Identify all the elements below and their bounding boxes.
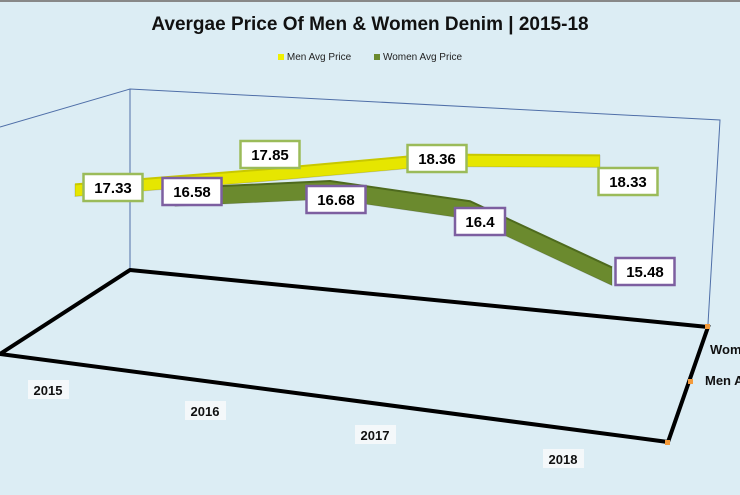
depth-tick <box>665 440 670 445</box>
data-label-box <box>597 166 659 197</box>
x-tick-label: 2016 <box>191 404 220 419</box>
data-label-box <box>614 256 676 287</box>
depth-axis-label: Wom <box>710 342 740 357</box>
x-tick-bg <box>185 401 226 420</box>
legend-item-men: Men Avg Price <box>277 52 352 63</box>
data-label: 16.58 <box>173 184 211 201</box>
depth-tick <box>688 379 693 384</box>
chart-title: Avergae Price Of Men & Women Denim | 201… <box>151 14 589 35</box>
x-tick-label: 2017 <box>361 428 390 443</box>
legend-label-women: Women Avg Price <box>382 52 463 63</box>
data-label-box <box>82 172 144 203</box>
data-label: 17.85 <box>251 147 289 164</box>
data-label-box <box>453 206 507 237</box>
back-wall-frame <box>0 88 721 325</box>
x-tick-bg <box>355 425 396 444</box>
legend-item-women: Women Avg Price <box>373 52 463 63</box>
data-label: 15.48 <box>626 264 664 281</box>
ribbon-women <box>174 180 613 287</box>
depth-tick <box>705 324 710 329</box>
data-label: 16.68 <box>317 192 355 209</box>
x-tick-label: 2018 <box>549 452 578 467</box>
x-tick-bg <box>28 380 69 399</box>
legend: Men Avg Price Women Avg Price <box>0 52 740 63</box>
data-label-box <box>406 143 468 174</box>
data-label-box <box>239 139 301 170</box>
x-tick-label: 2015 <box>34 383 63 398</box>
legend-label-men: Men Avg Price <box>286 52 352 63</box>
data-label: 18.33 <box>609 174 647 191</box>
data-label: 18.36 <box>418 151 456 168</box>
data-label: 16.4 <box>465 214 495 231</box>
depth-axis-label: Men Avg <box>705 373 740 388</box>
ribbon-edge <box>174 180 613 269</box>
legend-swatch-men <box>277 54 284 60</box>
data-label: 17.33 <box>94 180 132 197</box>
legend-swatch-women <box>373 54 380 60</box>
x-tick-bg <box>543 449 584 468</box>
floor-frame <box>0 267 711 445</box>
data-label-box <box>161 176 223 207</box>
data-label-box <box>305 184 367 215</box>
